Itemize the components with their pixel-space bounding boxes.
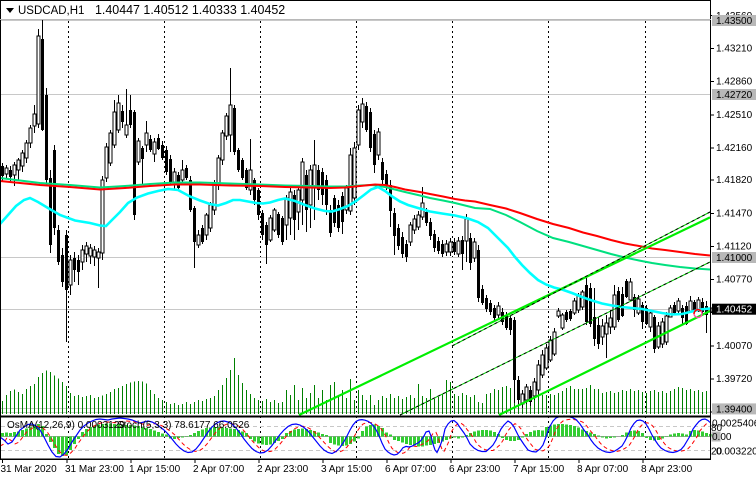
- svg-text:1.41120: 1.41120: [716, 241, 752, 252]
- svg-text:2 Apr 07:00: 2 Apr 07:00: [193, 464, 245, 475]
- svg-text:1.40070: 1.40070: [716, 341, 753, 352]
- svg-text:1 Apr 15:00: 1 Apr 15:00: [129, 464, 181, 475]
- svg-text:1.40770: 1.40770: [716, 275, 753, 286]
- svg-text:2 Apr 23:00: 2 Apr 23:00: [257, 464, 309, 475]
- svg-text:1.40452: 1.40452: [716, 305, 753, 316]
- svg-text:1.39720: 1.39720: [716, 374, 753, 385]
- svg-text:Stoch(5,3,3) 78.6177 66.0526: Stoch(5,3,3) 78.6177 66.0526: [117, 420, 250, 431]
- svg-text:USDCAD,H1: USDCAD,H1: [18, 5, 84, 17]
- svg-text:8 Apr 23:00: 8 Apr 23:00: [641, 464, 693, 475]
- svg-text:1.42860: 1.42860: [716, 77, 753, 88]
- svg-text:0.0032203: 0.0032203: [716, 447, 756, 458]
- svg-text:6 Apr 23:00: 6 Apr 23:00: [449, 464, 501, 475]
- svg-text:1.39400: 1.39400: [716, 404, 753, 415]
- svg-text:3 Apr 15:00: 3 Apr 15:00: [321, 464, 373, 475]
- svg-text:1.41000: 1.41000: [716, 253, 753, 264]
- svg-text:OsMA(12,26,9) 0.0003129: OsMA(12,26,9) 0.0003129: [7, 420, 125, 431]
- svg-text:1.41820: 1.41820: [716, 175, 753, 186]
- svg-text:1.43210: 1.43210: [716, 44, 753, 55]
- svg-text:31 Mar 2020: 31 Mar 2020: [1, 464, 58, 475]
- svg-text:80: 80: [711, 423, 723, 434]
- svg-text:1.41470: 1.41470: [716, 208, 753, 219]
- svg-text:1.40447 1.40512 1.40333 1.4045: 1.40447 1.40512 1.40333 1.40452: [95, 3, 285, 17]
- svg-text:8 Apr 07:00: 8 Apr 07:00: [577, 464, 629, 475]
- svg-text:1.42510: 1.42510: [716, 110, 753, 121]
- svg-text:1.43500: 1.43500: [716, 16, 753, 27]
- svg-text:20: 20: [711, 447, 723, 458]
- svg-text:1.42720: 1.42720: [716, 90, 753, 101]
- svg-text:1.42160: 1.42160: [716, 143, 753, 154]
- svg-text:6 Apr 07:00: 6 Apr 07:00: [385, 464, 437, 475]
- svg-text:0.0025406: 0.0025406: [712, 419, 756, 430]
- svg-text:0.00: 0.00: [712, 432, 732, 443]
- svg-text:31 Mar 23:00: 31 Mar 23:00: [65, 464, 124, 475]
- svg-text:7 Apr 15:00: 7 Apr 15:00: [513, 464, 565, 475]
